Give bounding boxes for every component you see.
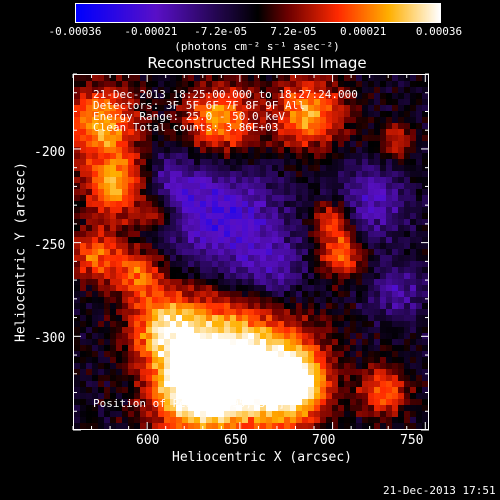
info-line-time: 21-Dec-2013 18:25:00.000 to 18:27:24.000 (93, 88, 358, 101)
footer-timestamp: 21-Dec-2013 17:51 (383, 484, 496, 497)
colorbar-tick-label: -0.00036 (48, 25, 102, 38)
colorbar-tick-label: 0.00036 (415, 25, 463, 38)
y-tick-label: -300 (34, 331, 66, 346)
colorbar-tick-label: 0.00021 (339, 25, 387, 38)
colorbar-tick-label: -7.2e-05 (194, 25, 248, 38)
colorbar-tick-label: -0.00021 (124, 25, 178, 38)
x-tick-label: 750 (400, 433, 424, 448)
colorbar (75, 3, 441, 23)
x-tick-label: 600 (136, 433, 160, 448)
y-tick-label: -250 (34, 238, 66, 253)
y-tick-label: -200 (34, 145, 66, 160)
x-tick-label: 650 (224, 433, 248, 448)
x-tick-label: 700 (312, 433, 336, 448)
x-axis-label: Heliocentric X (arcsec) (172, 450, 353, 465)
info-line-detectors: Detectors: 3F 5F 6F 7F 8F 9F All (93, 99, 305, 112)
info-line-counts: Clean Total counts: 3.86E+03 (93, 121, 279, 134)
heatmap-image (74, 75, 428, 429)
heatmap-plot (73, 74, 429, 430)
y-axis-label: Heliocentric Y (arcsec) (13, 161, 29, 343)
plot-title: Reconstructed RHESSI Image (147, 54, 367, 72)
info-line-energy: Energy Range: 25.0 - 50.0 keV (93, 110, 286, 123)
colorbar-units: (photons cm⁻² s⁻¹ asec⁻²) (174, 40, 340, 53)
colorbar-tick-label: 7.2e-05 (270, 25, 317, 38)
peak-position-label: Position of Peak = [695,-315] (93, 397, 286, 410)
